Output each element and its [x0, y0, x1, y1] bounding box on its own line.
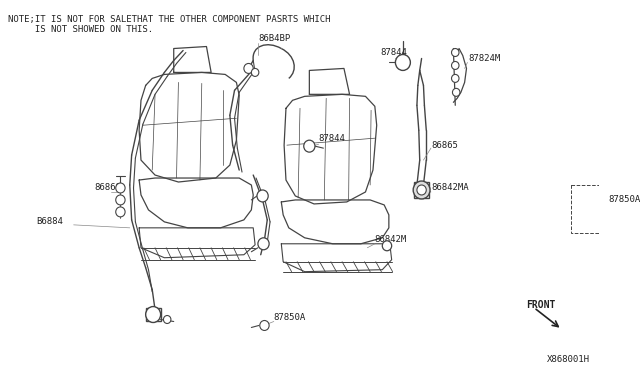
Text: 87844: 87844 [319, 134, 346, 143]
Circle shape [452, 89, 460, 96]
Text: 87844: 87844 [380, 48, 407, 57]
Circle shape [417, 185, 426, 195]
Text: 86842MA: 86842MA [431, 183, 468, 192]
Bar [572, 185, 620, 233]
Circle shape [252, 68, 259, 76]
Text: NOTE;IT IS NOT FOR SALETHAT THE OTHER COMPONENT PASRTS WHICH: NOTE;IT IS NOT FOR SALETHAT THE OTHER CO… [8, 15, 331, 24]
Circle shape [146, 307, 161, 323]
Circle shape [452, 48, 459, 57]
Circle shape [257, 190, 268, 202]
Text: 86B4BP: 86B4BP [258, 34, 290, 43]
Circle shape [163, 315, 171, 324]
Circle shape [260, 321, 269, 330]
Circle shape [452, 61, 459, 70]
Circle shape [304, 140, 315, 152]
Circle shape [258, 238, 269, 250]
Circle shape [382, 241, 392, 251]
Circle shape [600, 203, 606, 209]
Text: 86865: 86865 [431, 141, 458, 150]
Circle shape [609, 200, 619, 210]
Text: IS NOT SHOWED ON THIS.: IS NOT SHOWED ON THIS. [8, 25, 154, 33]
Text: B6884: B6884 [36, 217, 63, 227]
Circle shape [116, 183, 125, 193]
Circle shape [244, 64, 253, 73]
Circle shape [116, 195, 125, 205]
Text: 87850A: 87850A [274, 313, 306, 322]
Text: 87850A: 87850A [609, 195, 640, 205]
Circle shape [116, 207, 125, 217]
Text: X868001H: X868001H [547, 355, 590, 364]
Bar [146, 308, 161, 321]
Text: 86842M: 86842M [375, 235, 407, 244]
Circle shape [413, 181, 430, 199]
Circle shape [396, 54, 410, 70]
Bar [414, 182, 429, 198]
Text: 86868: 86868 [94, 183, 121, 192]
Circle shape [452, 74, 459, 82]
Text: FRONT: FRONT [526, 299, 556, 310]
Text: 87824M: 87824M [468, 54, 500, 63]
